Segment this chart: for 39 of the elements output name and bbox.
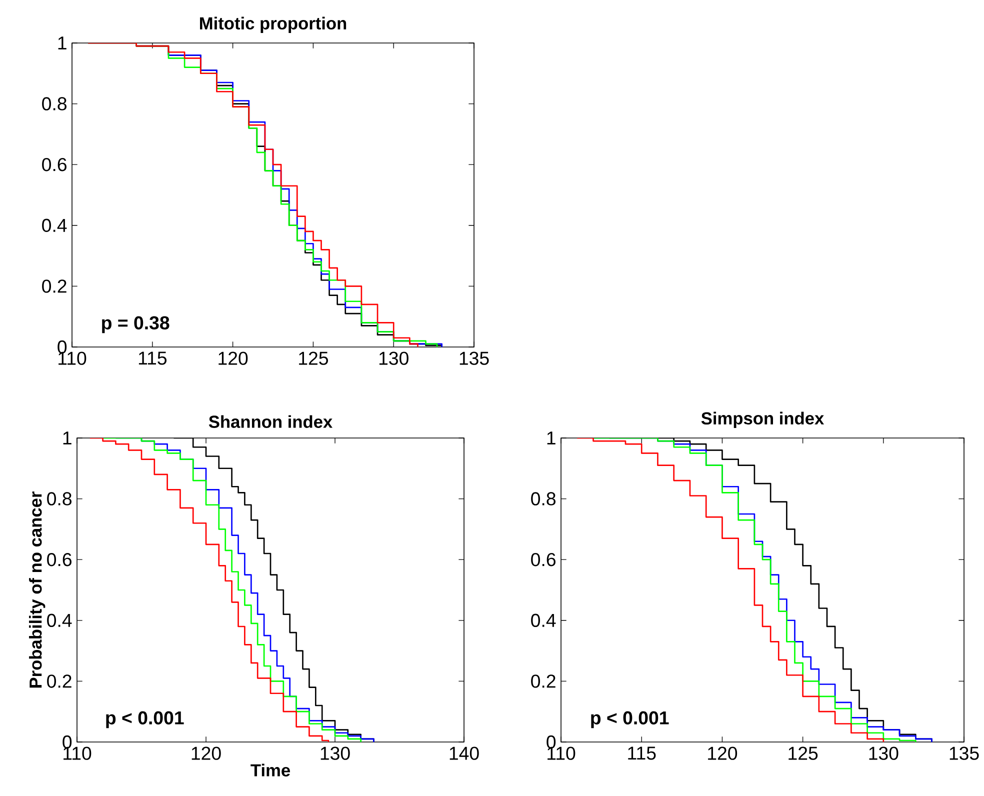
x-tick-label: 110 [548, 746, 576, 760]
y-tick-label: 0.8 [42, 97, 66, 110]
y-tick-label: 0.8 [47, 492, 72, 506]
y-tick-label: 0.2 [42, 280, 66, 293]
y-tick-label: 0.4 [531, 614, 556, 628]
annotation: p = 0.38 [102, 316, 170, 334]
y-tick-label: 0.6 [47, 552, 72, 566]
x-tick-label: 110 [64, 746, 92, 760]
x-tick-label: 135 [460, 352, 489, 365]
x-tick-label: 130 [320, 746, 350, 760]
x-tick-label: 120 [708, 746, 738, 760]
y-tick-label: 1 [63, 432, 72, 444]
x-tick-label: 125 [299, 352, 328, 365]
annotation: p < 0.001 [106, 711, 184, 728]
x-tick-label: 115 [628, 746, 656, 760]
y-tick-label: 0.4 [42, 218, 67, 232]
x-tick-label: 130 [869, 746, 898, 760]
x-axis-title: Time [250, 764, 290, 776]
y-tick-label: 0.6 [531, 552, 556, 566]
chart-title: Simpson index [701, 412, 824, 428]
x-tick-label: 110 [58, 352, 86, 365]
y-tick-label: 0.2 [531, 674, 556, 688]
y-tick-label: 0.6 [42, 158, 66, 172]
y-tick-label: 0.4 [47, 614, 72, 628]
x-tick-label: 140 [450, 746, 479, 760]
y-tick-label: 0.8 [531, 492, 556, 506]
y-tick-label: 0.2 [47, 674, 72, 688]
chart-title: Shannon index [208, 415, 332, 428]
x-tick-label: 130 [379, 352, 408, 365]
x-tick-label: 115 [138, 352, 166, 365]
y-tick-label: 1 [58, 36, 66, 50]
x-tick-label: 120 [218, 352, 248, 365]
chart-title: Mitotic proportion [200, 16, 346, 33]
y-tick-label: 1 [547, 432, 556, 444]
x-tick-label: 135 [950, 746, 979, 760]
x-tick-label: 125 [788, 746, 818, 760]
annotation: p < 0.001 [591, 711, 669, 728]
x-tick-label: 120 [192, 746, 221, 760]
y-axis-title: Probability of no cancer [29, 492, 46, 688]
